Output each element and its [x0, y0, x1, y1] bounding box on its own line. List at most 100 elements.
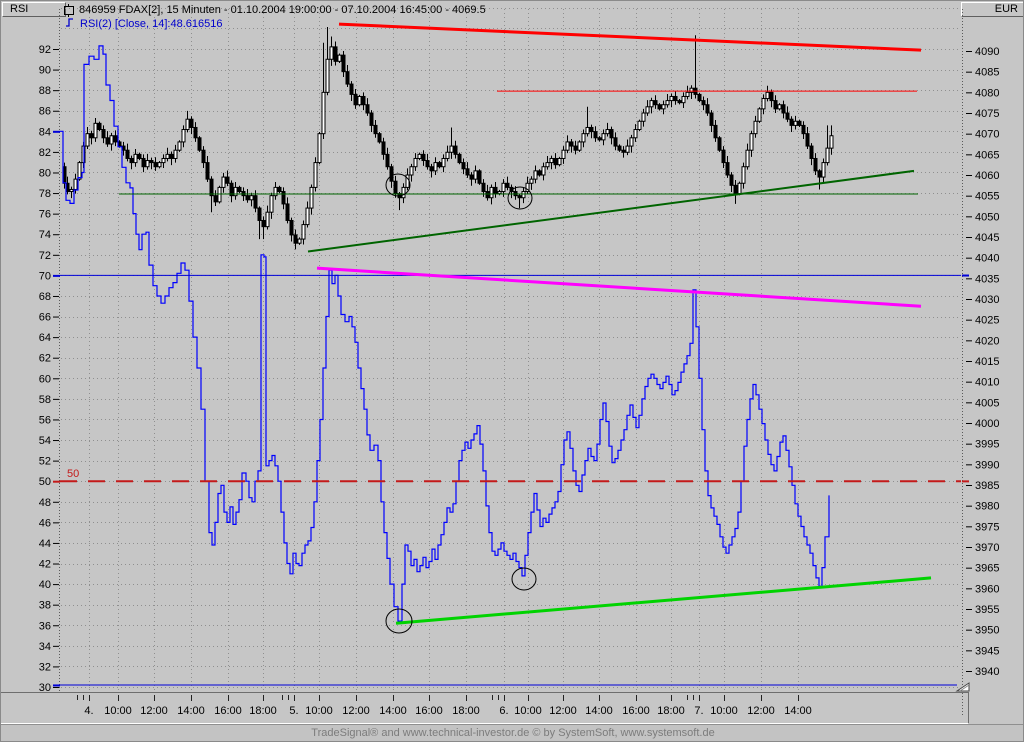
rsi-tick-label: 82 — [39, 147, 51, 159]
right-axis-title: EUR — [961, 2, 1023, 17]
price-tick-label: 4065 — [975, 149, 999, 161]
time-tick-label: 7. — [694, 705, 703, 717]
price-tick-label: 4090 — [975, 46, 999, 58]
time-tick-label: 16:00 — [622, 705, 650, 717]
price-tick-label: 4040 — [975, 253, 999, 265]
price-candles — [62, 27, 834, 250]
time-tick-label: 16:00 — [415, 705, 443, 717]
price-tick-label: 4025 — [975, 315, 999, 327]
price-tick-label: 3950 — [975, 625, 999, 637]
annotation-ellipse — [385, 608, 413, 634]
price-tick-label: 3940 — [975, 666, 999, 678]
price-tick-label: 4045 — [975, 232, 999, 244]
trendline-price-support-trend[interactable] — [307, 169, 915, 253]
price-tick-label: 4055 — [975, 191, 999, 203]
price-tick-label: 3945 — [975, 645, 999, 657]
pane-resize-handle[interactable] — [955, 682, 970, 692]
rsi-tick-label: 84 — [39, 126, 51, 138]
price-tick-label: 3975 — [975, 521, 999, 533]
rsi-tick-label: 34 — [39, 641, 51, 653]
price-tick-label: 4070 — [975, 129, 999, 141]
price-tick-label: 4005 — [975, 397, 999, 409]
time-tick-label: 18:00 — [249, 705, 277, 717]
price-tick-label: 3995 — [975, 439, 999, 451]
rsi-tick-label: 80 — [39, 167, 51, 179]
price-tick-label: 3980 — [975, 501, 999, 513]
rsi-tick-label: 72 — [39, 250, 51, 262]
rsi-tick-label: 70 — [39, 270, 51, 282]
price-tick-label: 3985 — [975, 480, 999, 492]
annotation-ellipse — [385, 173, 411, 197]
left-axis-title: RSI — [2, 2, 66, 17]
rsi-line — [60, 45, 830, 622]
time-tick-label: 12:00 — [549, 705, 577, 717]
rsi-tick-label: 88 — [39, 85, 51, 97]
time-tick-label: 18:00 — [452, 705, 480, 717]
annotation-ellipse — [507, 186, 533, 210]
rsi-tick-label: 78 — [39, 188, 51, 200]
time-tick-label: 14:00 — [379, 705, 407, 717]
annotation-ellipse — [511, 567, 537, 591]
rsi-tick-label: 66 — [39, 312, 51, 324]
chart-title-row: 846959 FDAX[2], 15 Minuten - 01.10.2004 … — [64, 3, 486, 17]
level-label-50: 50 — [67, 468, 79, 480]
rsi-tick-label: 38 — [39, 600, 51, 612]
trendline-rsi-falling-trend[interactable] — [316, 266, 922, 308]
rsi-tick-label: 48 — [39, 497, 51, 509]
time-axis[interactable]: 4. 10:00 12:00 14:00 16:00 18:00 5. 10:00 12:00 1… — [1, 692, 969, 724]
footer-attribution: TradeSignal® and www.technical-investor.… — [1, 724, 1023, 741]
rsi-tick-label: 36 — [39, 620, 51, 632]
time-tick-label: 10:00 — [710, 705, 738, 717]
time-tick-label: 10:00 — [104, 705, 132, 717]
price-tick-label: 4085 — [975, 67, 999, 79]
trendline-rsi-rising-trend[interactable] — [395, 576, 932, 625]
time-tick-label: 14:00 — [585, 705, 613, 717]
price-tick-label: 3970 — [975, 542, 999, 554]
chart-window-icon — [64, 3, 74, 17]
time-tick-label: 10:00 — [514, 705, 542, 717]
rsi-tick-label: 62 — [39, 353, 51, 365]
price-tick-label: 4050 — [975, 211, 999, 223]
rsi-tick-label: 64 — [39, 332, 51, 344]
rsi-tick-label: 68 — [39, 291, 51, 303]
time-tick-label: 6. — [499, 705, 508, 717]
value-axes: 92 90 88 86 84 82 80 78 76 74 72 70 68 66 64 62 60 58 56 54… — [39, 9, 999, 717]
circle-annotations[interactable] — [385, 173, 537, 634]
rsi-tick-label: 30 — [39, 682, 51, 694]
rsi-tick-label: 52 — [39, 456, 51, 468]
time-tick-label: 10:00 — [305, 705, 333, 717]
indicator-icon — [65, 17, 75, 31]
price-tick-label: 3965 — [975, 563, 999, 575]
rsi-tick-label: 90 — [39, 65, 51, 77]
price-tick-label: 4060 — [975, 170, 999, 182]
indicator-label[interactable]: RSI(2) [Close, 14]:48.616516 — [80, 17, 223, 30]
chart-canvas[interactable]: 50 92 90 88 86 84 82 80 78 76 74 72 70 68 66 64 62 60 58 56… — [1, 1, 1024, 724]
rsi-tick-label: 56 — [39, 414, 51, 426]
rsi-tick-label: 58 — [39, 394, 51, 406]
price-tick-label: 4075 — [975, 108, 999, 120]
indicator-row[interactable]: RSI(2) [Close, 14]:48.616516 — [65, 17, 222, 30]
time-tick-label: 14:00 — [784, 705, 812, 717]
rsi-tick-label: 42 — [39, 559, 51, 571]
price-tick-label: 4000 — [975, 418, 999, 430]
time-tick-label: 12:00 — [747, 705, 775, 717]
price-tick-label: 4035 — [975, 273, 999, 285]
time-tick-label: 5. — [289, 705, 298, 717]
rsi-tick-label: 86 — [39, 106, 51, 118]
time-tick-label: 16:00 — [214, 705, 242, 717]
price-tick-label: 3990 — [975, 459, 999, 471]
time-tick-label: 18:00 — [657, 705, 685, 717]
trendline-rsi-midline-50[interactable]: 50 — [60, 468, 961, 483]
price-tick-label: 4015 — [975, 356, 999, 368]
rsi-tick-label: 92 — [39, 44, 51, 56]
rsi-tick-label: 60 — [39, 373, 51, 385]
trendline-price-resistance-trend[interactable] — [338, 22, 922, 52]
price-tick-label: 4030 — [975, 294, 999, 306]
price-tick-label: 4010 — [975, 377, 999, 389]
price-tick-label: 3955 — [975, 604, 999, 616]
rsi-tick-label: 76 — [39, 209, 51, 221]
rsi-tick-label: 40 — [39, 579, 51, 591]
price-tick-label: 3960 — [975, 583, 999, 595]
rsi-tick-label: 44 — [39, 538, 51, 550]
